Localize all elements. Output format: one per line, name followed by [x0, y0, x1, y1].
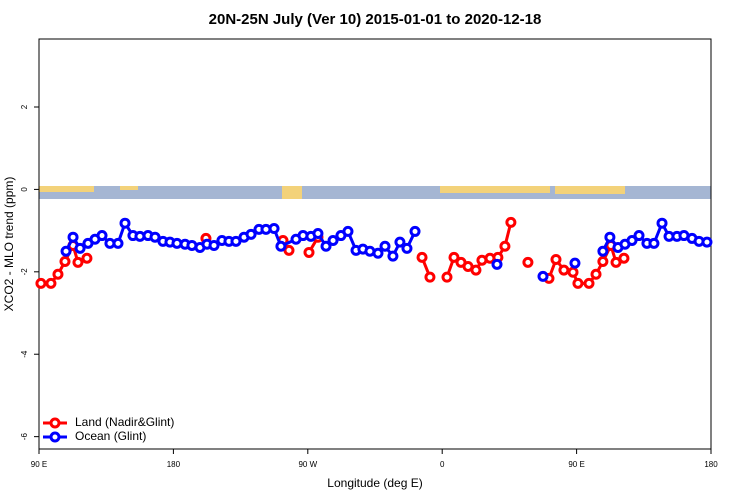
data-point — [505, 216, 517, 228]
data-point — [401, 242, 413, 254]
data-point — [590, 268, 602, 280]
x-tick-label: 90 W — [298, 460, 317, 469]
y-tick-label: 0 — [20, 187, 29, 192]
data-point — [567, 266, 579, 278]
legend-marker — [49, 431, 61, 443]
data-point — [35, 277, 47, 289]
data-point — [379, 240, 391, 252]
data-point — [96, 230, 108, 242]
y-axis-label: XCO2 - MLO trend (ppm) — [2, 177, 16, 312]
data-point — [245, 228, 257, 240]
data-point — [283, 244, 295, 256]
data-point — [424, 271, 436, 283]
data-point — [597, 245, 609, 257]
x-tick-label: 180 — [704, 460, 718, 469]
x-tick-label: 180 — [167, 460, 181, 469]
data-point — [72, 256, 84, 268]
data-point — [60, 245, 72, 257]
y-tick-label: -2 — [20, 268, 29, 276]
data-point — [81, 252, 93, 264]
data-point — [633, 230, 645, 242]
data-point — [149, 231, 161, 243]
data-point — [604, 231, 616, 243]
chart-title: 20N-25N July (Ver 10) 2015-01-01 to 2020… — [209, 11, 542, 28]
data-point — [303, 246, 315, 258]
data-point — [409, 225, 421, 237]
map-strip — [39, 186, 711, 199]
x-tick-label: 90 E — [31, 460, 47, 469]
data-point — [448, 251, 460, 263]
data-point — [268, 223, 280, 235]
data-point — [558, 264, 570, 276]
data-point — [656, 217, 668, 229]
data-point — [312, 227, 324, 239]
data-point — [327, 234, 339, 246]
data-point — [441, 271, 453, 283]
data-point — [610, 256, 622, 268]
data-point — [491, 258, 503, 270]
data-point — [67, 231, 79, 243]
data-point — [320, 240, 332, 252]
legend-label: Ocean (Glint) — [75, 429, 146, 443]
data-point — [394, 236, 406, 248]
data-point — [648, 237, 660, 249]
data-point — [387, 250, 399, 262]
data-point — [342, 225, 354, 237]
data-point — [208, 239, 220, 251]
data-point — [537, 270, 549, 282]
data-point — [470, 264, 482, 276]
data-point — [119, 217, 131, 229]
x-tick-label: 90 E — [568, 460, 584, 469]
y-tick-label: -6 — [20, 433, 29, 441]
legend-marker — [49, 417, 61, 429]
data-point — [52, 268, 64, 280]
data-point — [112, 237, 124, 249]
y-tick-label: -4 — [20, 350, 29, 358]
data-point — [701, 236, 713, 248]
data-point — [583, 277, 595, 289]
data-point — [618, 252, 630, 264]
data-point — [372, 247, 384, 259]
data-point — [499, 240, 511, 252]
y-tick-label: 2 — [20, 104, 29, 109]
data-point — [275, 240, 287, 252]
x-axis-label: Longitude (deg E) — [327, 476, 422, 490]
x-tick-label: 0 — [440, 460, 445, 469]
data-point — [74, 242, 86, 254]
data-point — [59, 256, 71, 268]
data-point — [45, 277, 57, 289]
data-point — [597, 256, 609, 268]
data-point — [416, 251, 428, 263]
data-point — [522, 256, 534, 268]
data-point — [230, 235, 242, 247]
data-point — [569, 257, 581, 269]
legend-label: Land (Nadir&Glint) — [75, 415, 174, 429]
data-point — [550, 253, 562, 265]
data-point — [572, 277, 584, 289]
data-point — [626, 234, 638, 246]
